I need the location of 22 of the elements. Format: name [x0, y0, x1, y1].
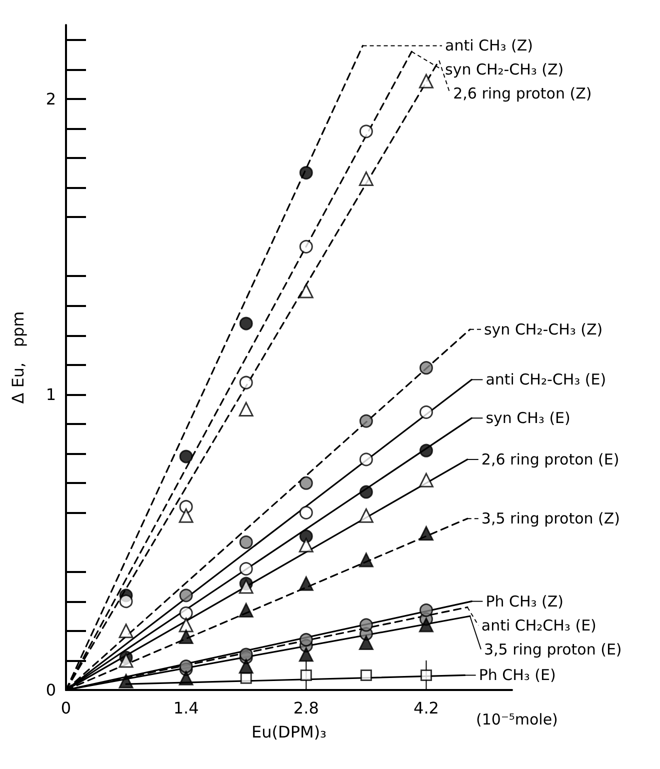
y-axis-title: Δ Eu, ppm [8, 311, 28, 404]
legend-label: 2,6 ring proton (E) [481, 450, 620, 468]
x-tick-label: 1.4 [173, 698, 199, 718]
y-tick-label: 2 [46, 89, 56, 108]
x-axis-title: Eu(DPM)₃ [252, 722, 326, 742]
series-label: Ph CH₃ (E) [478, 666, 556, 684]
text: (10⁻⁵mole) [476, 710, 558, 728]
series-label: 3,5 ring proton (E) [484, 640, 622, 658]
x-tick-label: 2.8 [293, 698, 319, 718]
legend-label: anti CH₂-CH₃ (E) [486, 370, 606, 389]
legend-label: anti CH₂CH₃ (E) [481, 616, 596, 634]
y-tick-label: 1 [46, 384, 56, 404]
x-tick-label: 4.2 [414, 698, 439, 718]
legend-label: Ph CH₃ (Z) [486, 592, 564, 610]
x-tick-label: 0 [60, 698, 72, 718]
legend-label: 3,5 ring proton (Z) [481, 510, 620, 528]
legend-label: syn CH₂-CH₃ (Z) [445, 60, 564, 79]
y-tick-label: 0 [46, 680, 56, 700]
series-label: 2,6 ring proton (Z) [453, 84, 592, 103]
legend-label: syn CH₂-CH₃ (Z) [484, 320, 603, 338]
text: anti CH₃ (Z) [445, 36, 534, 55]
legend-label: syn CH₃ (E) [486, 409, 570, 428]
